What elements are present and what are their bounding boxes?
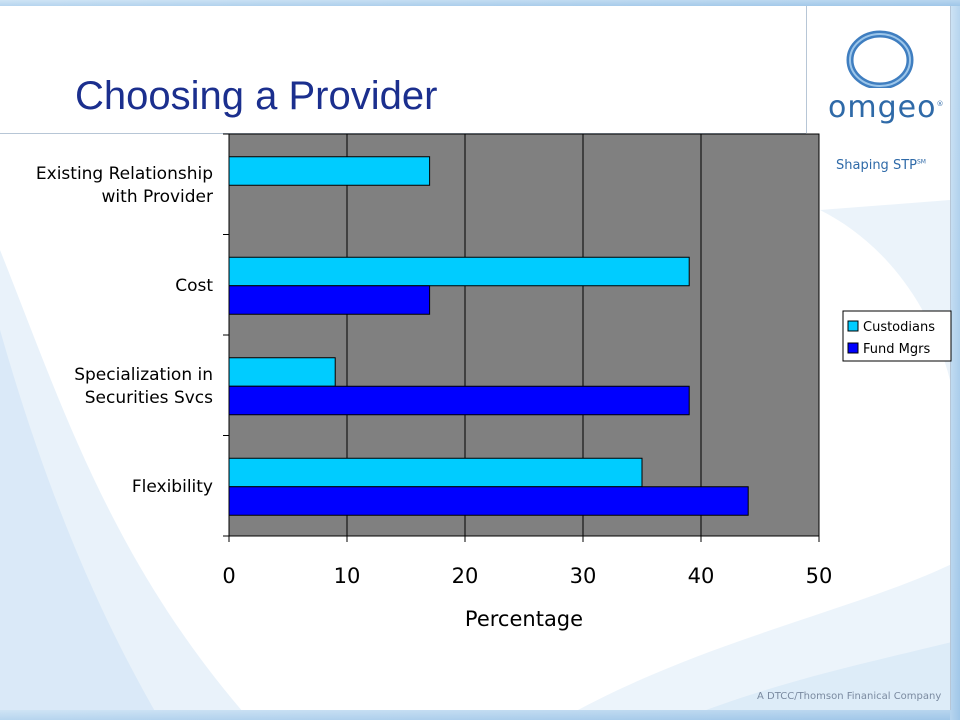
y-category-label: Flexibility: [132, 477, 213, 497]
legend-label: Fund Mgrs: [863, 342, 930, 357]
legend-box: [842, 310, 952, 362]
omgeo-logo-ring-icon: [846, 30, 914, 88]
x-tick-label: 30: [570, 564, 597, 588]
tagline-service-mark: SM: [916, 158, 926, 166]
tagline: Shaping STPSM: [836, 158, 926, 173]
bar-fund-mgrs: [228, 285, 431, 315]
y-category-label: Specialization in Securities Svcs: [74, 365, 213, 408]
header-vertical-rule: [806, 6, 807, 133]
legend-swatch: [847, 320, 859, 332]
logo-registered-mark: ®: [936, 100, 945, 108]
y-category-label: Existing Relationship with Provider: [36, 164, 213, 207]
x-tick-label: 50: [806, 564, 833, 588]
x-axis-title: Percentage: [465, 607, 583, 631]
bar-fund-mgrs: [228, 486, 749, 516]
x-tick-label: 40: [688, 564, 715, 588]
logo-wordmark: omgeo: [828, 90, 937, 125]
slide-title: Choosing a Provider: [75, 74, 438, 118]
omgeo-logo-text: omgeo®: [828, 90, 944, 125]
bar-custodians: [228, 256, 690, 287]
x-tick-label: 20: [452, 564, 479, 588]
legend-label: Custodians: [863, 320, 935, 335]
bar-custodians: [228, 156, 431, 186]
tagline-text: Shaping STP: [836, 158, 917, 173]
legend-swatch: [847, 342, 859, 354]
y-category-label: Cost: [175, 276, 213, 296]
x-tick-label: 0: [222, 564, 235, 588]
x-tick-label: 10: [334, 564, 361, 588]
bar-fund-mgrs: [228, 385, 690, 416]
bar-custodians: [228, 357, 336, 387]
footer-company: A DTCC/Thomson Finanical Company: [757, 691, 942, 702]
bar-custodians: [228, 457, 643, 488]
